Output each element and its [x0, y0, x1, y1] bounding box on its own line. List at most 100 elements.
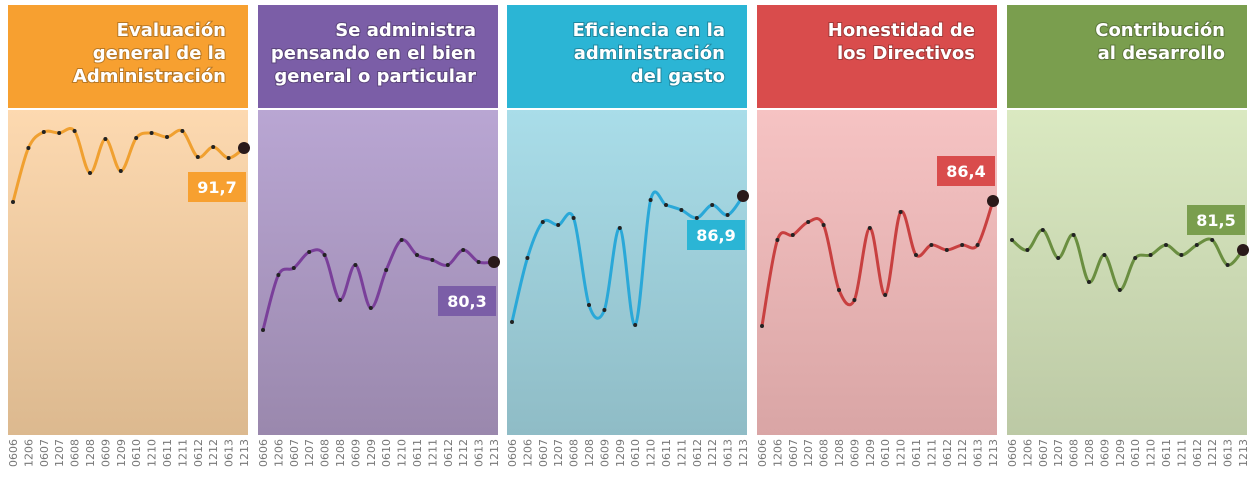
point: [261, 328, 265, 332]
x-tick-label: 1206: [1021, 439, 1034, 467]
x-tick-label: 1208: [84, 439, 97, 467]
point: [633, 323, 638, 327]
x-tick-label: 1208: [1083, 439, 1096, 467]
panel-title: Contribución: [1095, 20, 1225, 41]
point: [898, 210, 903, 214]
point: [384, 268, 389, 272]
x-tick-label: 1208: [583, 439, 596, 467]
value-label: 86,4: [946, 162, 985, 181]
panel-title: los Directivos: [837, 43, 975, 64]
x-tick-label: 0607: [787, 439, 800, 467]
x-tick-label: 0608: [319, 439, 332, 467]
point: [226, 156, 231, 160]
point: [195, 155, 200, 159]
point: [26, 146, 31, 150]
x-tick-label: 0606: [506, 439, 519, 467]
x-tick-label: 0610: [380, 439, 393, 467]
x-tick-label: 1206: [771, 439, 784, 467]
point: [1210, 238, 1215, 242]
point: [806, 220, 811, 224]
point: [648, 198, 653, 202]
x-tick-label: 0612: [192, 439, 205, 467]
x-tick-label: 1212: [457, 439, 470, 467]
point: [476, 260, 481, 264]
value-label: 91,7: [197, 178, 236, 197]
point: [1164, 243, 1168, 247]
x-tick-label: 1207: [552, 439, 565, 467]
x-tick-label: 0612: [941, 439, 954, 467]
x-tick-label: 0608: [568, 439, 581, 467]
point: [180, 129, 185, 133]
x-tick-label: 0606: [756, 439, 769, 467]
point: [694, 216, 699, 220]
value-label: 81,5: [1196, 211, 1235, 230]
plot-background: [8, 110, 248, 435]
x-tick-label: 0608: [818, 439, 831, 467]
x-tick-label: 1211: [925, 439, 938, 467]
point: [960, 243, 965, 247]
x-tick-label: 0611: [411, 439, 424, 467]
plot-background: [258, 110, 498, 435]
x-tick-label: 0612: [442, 439, 455, 467]
x-tick-label: 1206: [521, 439, 534, 467]
point: [725, 213, 730, 217]
last-point: [488, 256, 500, 268]
x-tick-label: 1212: [956, 439, 969, 467]
x-tick-label: 0607: [537, 439, 550, 467]
panel-title: al desarrollo: [1098, 43, 1225, 64]
x-tick-label: 1210: [895, 439, 908, 467]
header: [8, 5, 248, 108]
point: [149, 131, 154, 135]
header: [1007, 5, 1247, 108]
panel-title: Se administra: [335, 20, 476, 41]
x-tick-label: 0610: [130, 439, 143, 467]
x-tick-label: 1209: [365, 439, 378, 467]
point: [1194, 243, 1199, 247]
line: [1011, 228, 1245, 292]
x-tick-label: 1210: [1145, 439, 1158, 467]
x-tick-label: 1213: [987, 439, 1000, 467]
x-tick-label: 1208: [833, 439, 846, 467]
last-point: [1237, 244, 1249, 256]
x-tick-label: 0609: [349, 439, 362, 467]
point: [1133, 256, 1138, 260]
line: [760, 200, 995, 327]
x-tick-label: 0613: [1222, 439, 1235, 467]
x-tick-label: 1212: [207, 439, 220, 467]
x-tick-label: 0613: [972, 439, 985, 467]
x-tick-label: 1209: [864, 439, 877, 467]
point: [883, 293, 888, 297]
point: [975, 243, 980, 247]
plot-background: [1007, 110, 1247, 435]
x-tick-label: 1206: [22, 439, 35, 467]
last-point: [987, 195, 999, 207]
point: [617, 226, 622, 230]
point: [165, 135, 169, 139]
panel-title: Administración: [73, 66, 226, 87]
point: [760, 324, 764, 328]
x-tick-label: 0611: [910, 439, 923, 467]
point: [322, 253, 327, 257]
point: [276, 273, 281, 277]
x-tick-label: 0611: [161, 439, 174, 467]
x-tick-label: 0608: [1068, 439, 1081, 467]
point: [103, 137, 108, 141]
x-tick-label: 0613: [722, 439, 735, 467]
x-tick-label: 1210: [645, 439, 658, 467]
point: [1056, 256, 1061, 260]
point: [775, 238, 780, 242]
point: [710, 203, 715, 207]
x-tick-label: 0612: [1191, 439, 1204, 467]
point: [11, 200, 15, 204]
point: [1010, 238, 1014, 242]
x-tick-label: 1211: [1175, 439, 1188, 467]
header: [258, 5, 498, 108]
x-tick-label: 1209: [1114, 439, 1127, 467]
point: [852, 298, 857, 302]
x-tick-label: 1212: [706, 439, 719, 467]
point: [307, 250, 312, 254]
x-tick-label: 0609: [848, 439, 861, 467]
